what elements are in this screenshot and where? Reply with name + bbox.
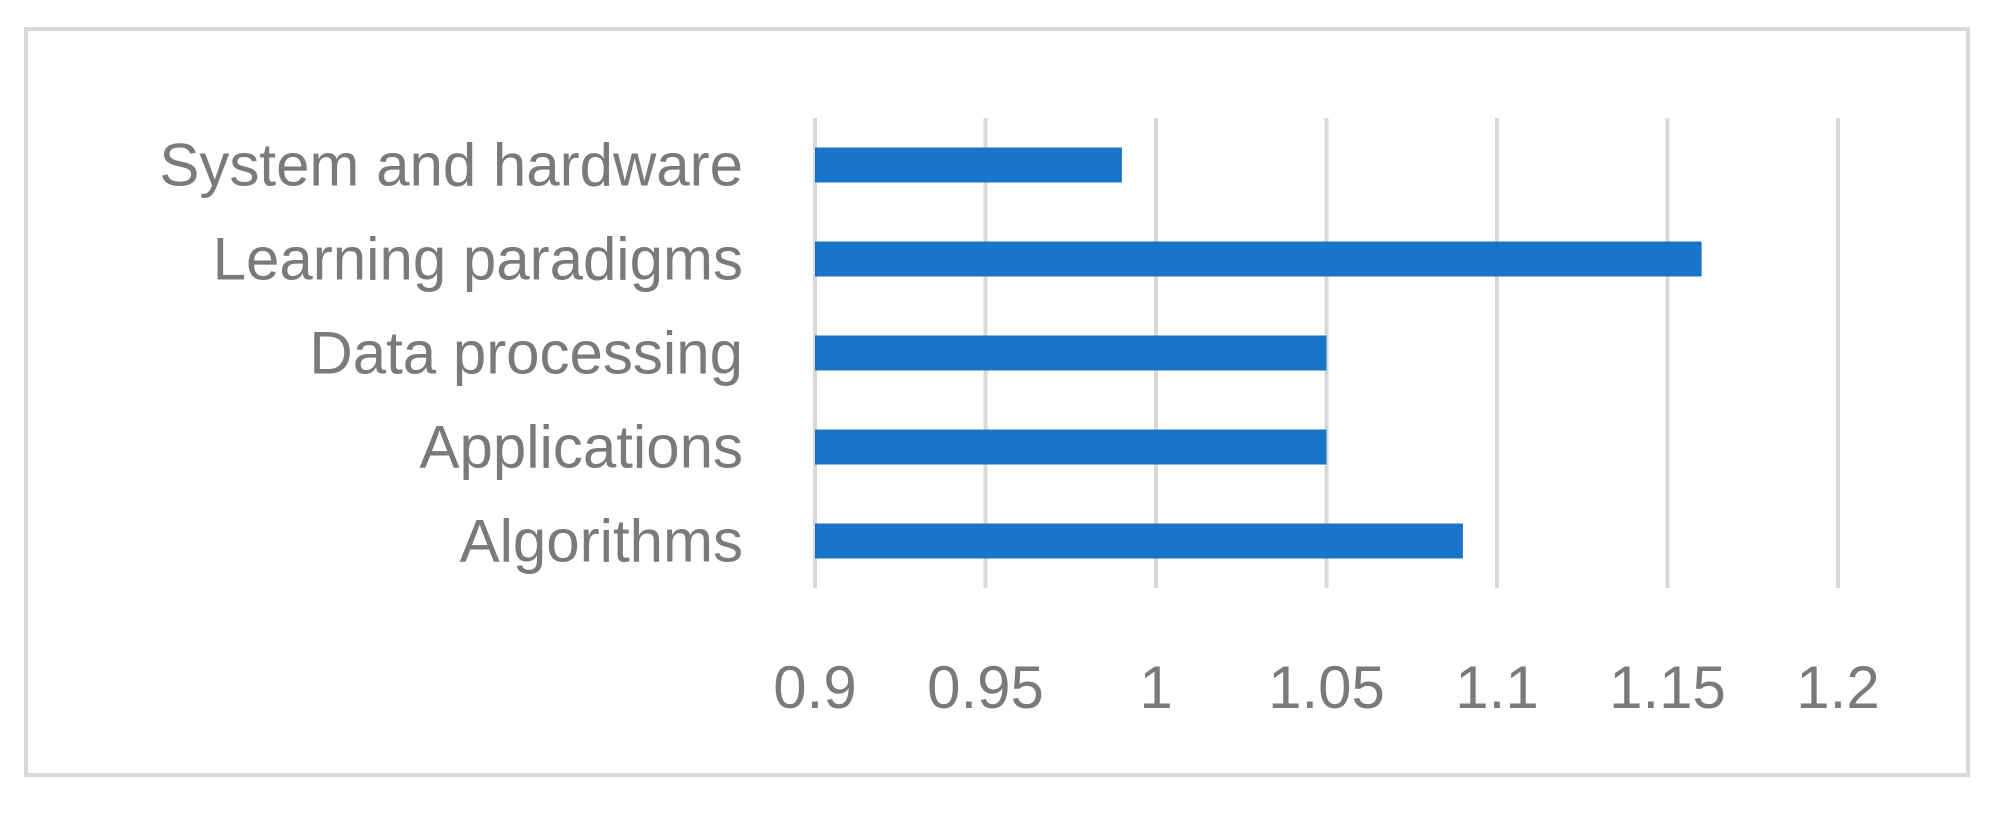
- x-tick-label: 1.15: [1609, 654, 1726, 721]
- bar: [815, 335, 1327, 371]
- grid-lines: [813, 118, 1840, 588]
- category-label: Learning paradigms: [213, 226, 743, 293]
- bars: [815, 147, 1702, 559]
- category-label: Data processing: [309, 320, 743, 387]
- x-tick-label: 0.9: [773, 654, 856, 721]
- x-tick-label: 1: [1139, 654, 1172, 721]
- bar: [815, 429, 1327, 465]
- x-tick-label: 1.05: [1268, 654, 1385, 721]
- bar: [815, 241, 1702, 277]
- category-label: Applications: [419, 414, 743, 481]
- x-tick-label: 0.95: [927, 654, 1044, 721]
- category-labels: System and hardware Learning paradigms Dat…: [159, 132, 743, 575]
- category-label: System and hardware: [159, 132, 743, 199]
- bar: [815, 523, 1463, 559]
- x-tick-label: 1.2: [1796, 654, 1879, 721]
- x-axis-tick-labels: 0.9 0.95 1 1.05 1.1 1.15 1.2: [773, 654, 1879, 721]
- bar: [815, 147, 1122, 183]
- x-tick-label: 1.1: [1455, 654, 1538, 721]
- category-label: Algorithms: [460, 508, 743, 575]
